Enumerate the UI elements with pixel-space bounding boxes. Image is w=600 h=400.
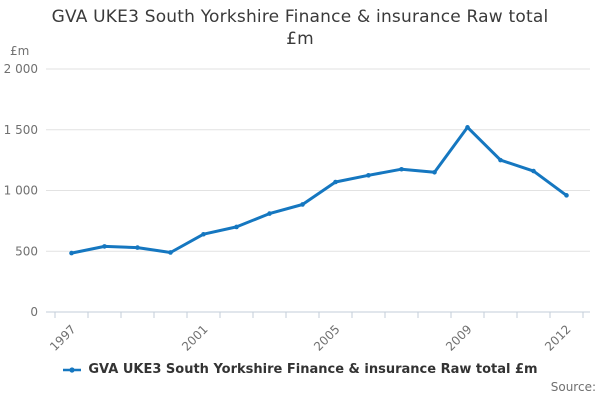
svg-text:2001: 2001: [179, 322, 210, 353]
svg-text:1 000: 1 000: [4, 184, 38, 198]
chart-title: GVA UKE3 South Yorkshire Finance & insur…: [30, 6, 570, 50]
legend-marker-icon: [63, 366, 82, 373]
data-point-2001[interactable]: [201, 231, 206, 237]
svg-text:1997: 1997: [47, 322, 78, 353]
legend-item[interactable]: GVA UKE3 South Yorkshire Finance & insur…: [62, 362, 538, 377]
y-gridlines: [46, 68, 590, 252]
data-point-2007[interactable]: [399, 166, 404, 172]
x-axis: [46, 311, 590, 318]
y-axis-labels: 0 500 1 000 1 500 2 000: [4, 62, 38, 319]
series-group: [69, 125, 569, 256]
svg-text:2 000: 2 000: [4, 62, 38, 76]
svg-text:0: 0: [30, 305, 38, 319]
data-point-2000[interactable]: [168, 250, 173, 255]
data-point-2010[interactable]: [498, 157, 503, 163]
data-point-2005[interactable]: [333, 179, 338, 185]
data-point-2008[interactable]: [432, 169, 437, 175]
data-point-2002[interactable]: [234, 224, 239, 230]
data-point-2003[interactable]: [267, 211, 272, 216]
data-point-1998[interactable]: [102, 244, 107, 249]
data-point-2006[interactable]: [366, 173, 371, 178]
data-point-2009[interactable]: [465, 125, 470, 130]
data-point-2012[interactable]: [564, 193, 569, 198]
x-axis-labels: 1997 2001 2005 2009 2012: [47, 322, 573, 353]
data-point-2004[interactable]: [300, 202, 305, 207]
y-axis-unit-label: £m: [10, 44, 30, 58]
data-point-1999[interactable]: [135, 245, 140, 250]
legend: GVA UKE3 South Yorkshire Finance & insur…: [0, 362, 600, 377]
legend-item-label: GVA UKE3 South Yorkshire Finance & insur…: [88, 362, 538, 377]
chart-title-line-1: GVA UKE3 South Yorkshire Finance & insur…: [51, 7, 549, 27]
chart-title-line-2: £m: [286, 29, 314, 49]
data-point-1997[interactable]: [69, 250, 74, 256]
svg-text:2009: 2009: [443, 322, 474, 353]
source-label: Source:: [550, 380, 596, 394]
svg-text:500: 500: [15, 244, 38, 258]
data-point-2011[interactable]: [531, 168, 536, 174]
series-line[interactable]: [70, 125, 568, 255]
svg-text:2012: 2012: [542, 322, 573, 353]
svg-text:2005: 2005: [311, 322, 342, 353]
svg-text:1 500: 1 500: [4, 123, 38, 137]
